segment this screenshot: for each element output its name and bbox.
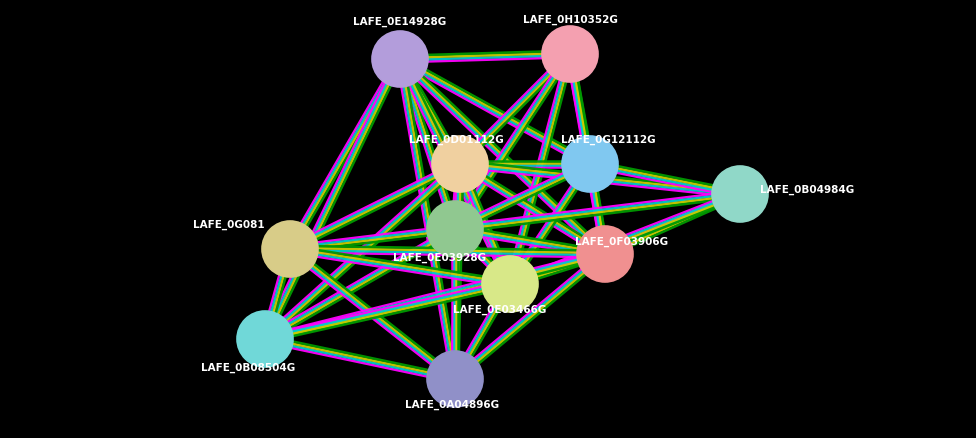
Text: LAFE_0G081: LAFE_0G081 (193, 219, 265, 230)
Circle shape (562, 137, 618, 193)
Circle shape (712, 166, 768, 223)
Circle shape (542, 27, 598, 83)
Text: LAFE_0B04984G: LAFE_0B04984G (760, 184, 854, 194)
Text: LAFE_0F03906G: LAFE_0F03906G (576, 237, 669, 247)
Text: LAFE_0A04896G: LAFE_0A04896G (405, 399, 499, 409)
Circle shape (432, 137, 488, 193)
Circle shape (372, 32, 428, 88)
Text: LAFE_0E14928G: LAFE_0E14928G (353, 17, 447, 27)
Circle shape (427, 351, 483, 407)
Text: LAFE_0G12112G: LAFE_0G12112G (560, 134, 655, 145)
Circle shape (577, 226, 633, 283)
Text: LAFE_0B08504G: LAFE_0B08504G (201, 362, 295, 372)
Text: LAFE_0E03928G: LAFE_0E03928G (393, 252, 487, 262)
Circle shape (427, 201, 483, 258)
Text: LAFE_0D01112G: LAFE_0D01112G (409, 134, 504, 145)
Circle shape (237, 311, 293, 367)
Text: LAFE_0H10352G: LAFE_0H10352G (522, 15, 618, 25)
Circle shape (482, 256, 538, 312)
Circle shape (262, 222, 318, 277)
Text: LAFE_0E03466G: LAFE_0E03466G (453, 304, 547, 314)
